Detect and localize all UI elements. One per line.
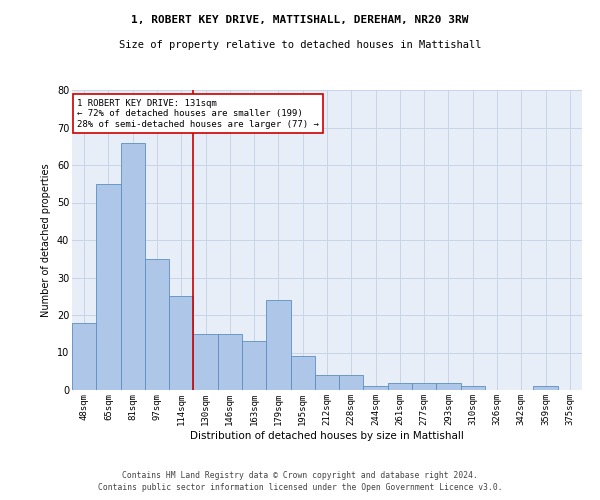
- Bar: [290, 356, 315, 390]
- Bar: [339, 375, 364, 390]
- Bar: [96, 184, 121, 390]
- Bar: [315, 375, 339, 390]
- Text: Size of property relative to detached houses in Mattishall: Size of property relative to detached ho…: [119, 40, 481, 50]
- Bar: [388, 382, 412, 390]
- Bar: [72, 322, 96, 390]
- Bar: [533, 386, 558, 390]
- X-axis label: Distribution of detached houses by size in Mattishall: Distribution of detached houses by size …: [190, 430, 464, 440]
- Text: Contains HM Land Registry data © Crown copyright and database right 2024.
Contai: Contains HM Land Registry data © Crown c…: [98, 471, 502, 492]
- Bar: [436, 382, 461, 390]
- Text: 1 ROBERT KEY DRIVE: 131sqm
← 72% of detached houses are smaller (199)
28% of sem: 1 ROBERT KEY DRIVE: 131sqm ← 72% of deta…: [77, 99, 319, 129]
- Bar: [218, 334, 242, 390]
- Bar: [266, 300, 290, 390]
- Bar: [145, 259, 169, 390]
- Bar: [364, 386, 388, 390]
- Bar: [169, 296, 193, 390]
- Bar: [242, 341, 266, 390]
- Bar: [193, 334, 218, 390]
- Bar: [121, 142, 145, 390]
- Bar: [412, 382, 436, 390]
- Text: 1, ROBERT KEY DRIVE, MATTISHALL, DEREHAM, NR20 3RW: 1, ROBERT KEY DRIVE, MATTISHALL, DEREHAM…: [131, 15, 469, 25]
- Bar: [461, 386, 485, 390]
- Y-axis label: Number of detached properties: Number of detached properties: [41, 163, 51, 317]
